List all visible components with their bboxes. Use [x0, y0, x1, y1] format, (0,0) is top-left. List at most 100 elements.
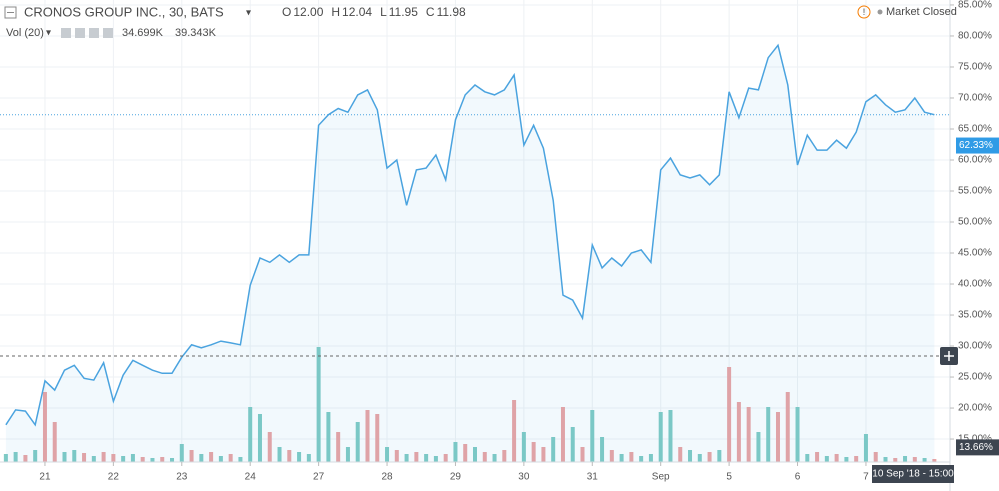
x-tick-label: 24	[245, 472, 257, 483]
volume-bar	[893, 458, 898, 462]
volume-bar	[404, 454, 409, 462]
volume-bar	[365, 410, 370, 462]
ohlc-value: 12.00	[293, 5, 323, 19]
volume-bar	[512, 400, 517, 462]
volume-bar	[844, 457, 849, 462]
volume-bar	[736, 402, 741, 462]
volume-bar	[453, 442, 458, 462]
settings-icon[interactable]	[75, 28, 85, 38]
y-tick-label: 65.00%	[958, 124, 992, 135]
volume-bar	[756, 432, 761, 462]
volume-bar	[854, 456, 859, 462]
volume-bar	[502, 450, 507, 462]
x-tick-label: 22	[108, 472, 120, 483]
x-tick-label: 7	[863, 472, 869, 483]
collapse-icon[interactable]	[4, 6, 17, 19]
ohlc: O 12.00 H 12.04 L 11.95 C 11.98	[282, 5, 466, 19]
x-tick-label: 29	[450, 472, 462, 483]
time-badge-label: 10 Sep '18 - 15:00	[872, 469, 954, 480]
y-tick-label: 40.00%	[958, 279, 992, 290]
x-tick-label: 21	[39, 472, 51, 483]
volume-bar	[385, 447, 390, 462]
y-tick-label: 45.00%	[958, 248, 992, 259]
volume-bar	[590, 410, 595, 462]
volume-bar	[707, 452, 712, 462]
volume-bar	[52, 422, 57, 462]
y-tick-label: 60.00%	[958, 155, 992, 166]
price-badge	[956, 137, 999, 154]
volume-bar	[111, 454, 116, 462]
volume-bar	[766, 407, 771, 462]
volume-bar	[883, 457, 888, 462]
volume-bar	[619, 454, 624, 462]
volume-bar	[209, 452, 214, 462]
volume-bar	[355, 422, 360, 462]
volume-bar	[648, 454, 653, 462]
volume-value: 39.343K	[175, 27, 217, 39]
volume-bar	[922, 458, 927, 462]
volume-bar	[785, 392, 790, 462]
volume-bar	[228, 454, 233, 462]
caret[interactable]: ▾	[46, 28, 51, 39]
y-tick-label: 70.00%	[958, 93, 992, 104]
volume-readout: 34.699K 39.343K	[122, 27, 217, 39]
remove-icon[interactable]	[103, 28, 113, 38]
y-tick-label: 80.00%	[958, 31, 992, 42]
y-tick-label: 25.00%	[958, 372, 992, 383]
y-tick-label: 30.00%	[958, 341, 992, 352]
volume-bar	[336, 432, 341, 462]
line	[5, 43, 935, 427]
volume-bar	[3, 454, 8, 462]
volume-bar	[414, 452, 419, 462]
volume-bar	[629, 452, 634, 462]
alert-icon[interactable]	[857, 5, 871, 19]
volume-bar	[101, 452, 106, 462]
price-badge-label: 13.66%	[959, 442, 993, 453]
volume-bar	[717, 450, 722, 462]
volume-bar	[62, 452, 67, 462]
area	[5, 45, 935, 463]
volume-bar	[727, 367, 732, 462]
volume-bar	[639, 456, 644, 462]
x-tick-label: 5	[726, 472, 732, 483]
volume-bar	[306, 454, 311, 462]
volume-bar	[433, 456, 438, 462]
volume-bar	[375, 414, 380, 462]
volume-bar	[551, 437, 556, 462]
volume-bar	[912, 457, 917, 462]
x-tick-label: 27	[313, 472, 325, 483]
y-tick-label: 15.00%	[958, 434, 992, 445]
volume-bar	[287, 450, 292, 462]
volume-bar	[678, 447, 683, 462]
volume-bar	[932, 459, 937, 462]
volume-bar	[531, 442, 536, 462]
ohlc-label: L	[380, 5, 387, 19]
x-tick-label: Sep	[652, 472, 670, 483]
volume-bar	[815, 452, 820, 462]
volume-bar	[903, 456, 908, 462]
add-icon[interactable]	[89, 28, 99, 38]
volume-bar	[257, 414, 262, 462]
volume-bar	[805, 454, 810, 462]
volume-bar	[199, 454, 204, 462]
caret[interactable]: ▾	[246, 8, 251, 19]
volume-bar	[600, 437, 605, 462]
volume-bar	[795, 407, 800, 462]
volume-bar	[746, 407, 751, 462]
volume-bar	[473, 447, 477, 462]
x-tick-label: 28	[381, 472, 393, 483]
y-tick-label: 75.00%	[958, 62, 992, 73]
add-icon	[944, 351, 954, 361]
volume-bar	[658, 412, 663, 462]
plot	[0, 43, 950, 463]
volume-bar	[775, 412, 780, 462]
volume-value: 34.699K	[122, 27, 164, 39]
volume-bar	[482, 452, 487, 462]
volume-bar	[130, 454, 135, 462]
eye-icon[interactable]	[61, 28, 71, 38]
volume-bar	[179, 444, 184, 462]
volume-bar	[521, 432, 526, 462]
volume-bar	[688, 450, 693, 462]
